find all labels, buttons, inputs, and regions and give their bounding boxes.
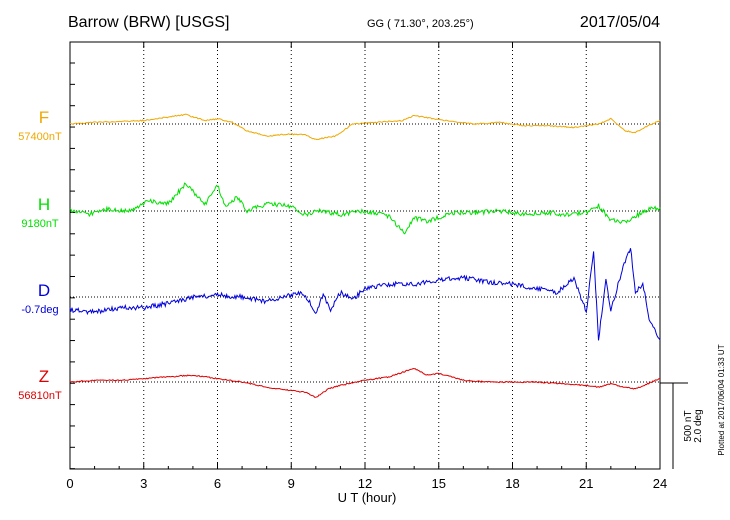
vertical-gridlines (143, 42, 587, 469)
scale-bar-deg-label: 2.0 deg (693, 409, 704, 442)
x-tick-label-0: 0 (66, 476, 73, 491)
x-tick-label-18: 18 (505, 476, 519, 491)
plotted-timestamp: Plotted at 2017/06/04 01:33 UT (717, 344, 726, 455)
series-line-Z (69, 367, 660, 398)
x-tick-label-3: 3 (140, 476, 147, 491)
series-baseline-value-F: 57400nT (18, 131, 62, 143)
date-label: 2017/05/04 (580, 14, 660, 31)
x-tick-label-21: 21 (579, 476, 593, 491)
series-line-F (69, 113, 661, 141)
series-label-F: F (39, 108, 49, 127)
series-label-D: D (38, 281, 50, 300)
x-tick-label-24: 24 (653, 476, 667, 491)
series-label-H: H (38, 195, 50, 214)
x-tick-label-12: 12 (358, 476, 372, 491)
station-title: Barrow (BRW) [USGS] (68, 14, 230, 31)
x-axis-ticks: 0 3 6 9 12 15 18 21 24 (66, 42, 667, 491)
series-line-H (69, 182, 661, 235)
series-baseline-value-H: 9180nT (21, 218, 59, 230)
series-label-Z: Z (39, 367, 49, 386)
scale-bar-nt-label: 500 nT (683, 410, 694, 441)
series-baseline-value-Z: 56810nT (18, 390, 62, 402)
series-line-D (69, 248, 661, 341)
x-tick-label-15: 15 (432, 476, 446, 491)
x-tick-label-9: 9 (288, 476, 295, 491)
series-baseline-value-D: -0.7deg (21, 304, 58, 316)
x-axis-title: U T (hour) (338, 490, 397, 505)
series-group (69, 113, 661, 398)
x-tick-label-6: 6 (214, 476, 221, 491)
coordinates-label: GG ( 71.30°, 203.25°) (367, 18, 474, 30)
series-labels: F 57400nT H 9180nT D -0.7deg Z 56810nT (18, 108, 62, 402)
